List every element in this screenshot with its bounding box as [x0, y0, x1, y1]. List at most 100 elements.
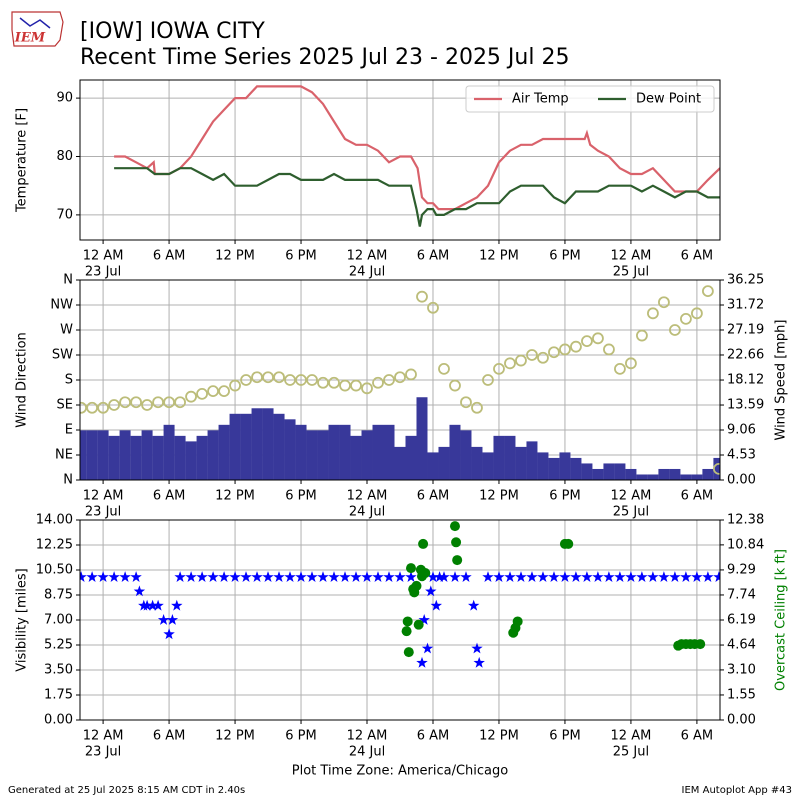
y2-tick-label: 7.74 — [727, 587, 756, 602]
x-tick-label: 12 AM — [83, 489, 124, 504]
point — [636, 329, 648, 342]
bar — [658, 468, 670, 480]
point — [603, 343, 615, 356]
x-tick-label: 6 AM — [153, 729, 186, 744]
y2-tick-label: 4.64 — [727, 638, 756, 653]
bar — [273, 413, 285, 480]
star — [702, 571, 714, 582]
point — [548, 346, 560, 359]
y2-tick-label: 10.84 — [727, 537, 764, 552]
star — [473, 656, 485, 668]
point — [394, 371, 406, 384]
point — [317, 376, 329, 389]
x-tick-label: 6 PM — [549, 489, 580, 504]
plot-area — [80, 285, 720, 480]
star — [614, 571, 626, 582]
bar — [251, 408, 263, 480]
bar — [262, 408, 274, 480]
star — [86, 571, 98, 582]
star — [207, 571, 219, 582]
x-tick-date: 25 Jul — [613, 745, 649, 760]
star — [157, 614, 170, 625]
legend — [465, 85, 715, 113]
bar — [163, 424, 175, 480]
y2-tick-label: 4.53 — [727, 448, 756, 463]
star — [433, 571, 446, 582]
x-tick-label: 6 PM — [285, 489, 316, 504]
point — [471, 401, 483, 414]
x-tick-label: 6 AM — [417, 489, 450, 504]
bar — [284, 419, 296, 480]
x-tick-date: 24 Jul — [349, 745, 385, 760]
plot-frame — [79, 519, 721, 721]
point — [306, 374, 318, 386]
bar — [493, 435, 505, 480]
x-tick-label: 12 AM — [347, 249, 388, 264]
star — [146, 599, 159, 611]
x-axis-label: Plot Time Zone: America/Chicago — [292, 764, 508, 779]
bar — [240, 413, 252, 480]
y-tick-label: 70 — [56, 207, 73, 222]
point — [174, 396, 186, 409]
bar — [185, 441, 197, 480]
star — [418, 614, 430, 625]
bar — [119, 430, 131, 480]
star — [603, 571, 615, 582]
y-tick-label: 12.25 — [36, 538, 73, 553]
bar — [603, 463, 615, 480]
y2-tick-label: 0.00 — [727, 473, 756, 488]
x-tick-label: 12 AM — [83, 729, 124, 744]
point — [647, 307, 659, 320]
bar — [350, 435, 362, 480]
star — [493, 571, 505, 582]
star — [317, 571, 329, 582]
star — [421, 642, 434, 654]
bar — [174, 435, 186, 480]
star — [284, 571, 296, 582]
legend-label: Dew Point — [636, 92, 701, 107]
x-tick-label: 12 PM — [215, 489, 255, 504]
point — [411, 580, 422, 591]
y-tick-label: 0.00 — [44, 713, 73, 728]
bar — [570, 457, 582, 480]
y2-tick-label: 3.10 — [727, 662, 756, 677]
point — [625, 357, 637, 370]
x-tick-label: 12 PM — [479, 489, 519, 504]
x-tick-label: 6 AM — [153, 489, 186, 504]
point — [691, 307, 703, 320]
point — [372, 376, 384, 389]
star — [394, 571, 406, 582]
bar — [471, 446, 483, 480]
point — [383, 374, 395, 386]
bar — [614, 463, 626, 480]
star — [119, 571, 131, 582]
point — [163, 396, 175, 409]
star — [537, 571, 549, 582]
bar — [295, 424, 307, 480]
x-tick-label: 12 PM — [479, 729, 519, 744]
point — [339, 379, 351, 392]
legend-label: Air Temp — [512, 92, 569, 107]
x-tick-label: 6 AM — [681, 249, 714, 264]
star — [647, 571, 659, 582]
point — [240, 374, 252, 386]
star — [658, 571, 670, 582]
x-tick-date: 23 Jul — [85, 505, 121, 520]
star — [405, 571, 417, 582]
bar — [339, 424, 351, 480]
x-tick-date: 23 Jul — [85, 265, 121, 280]
point — [452, 555, 463, 566]
star — [691, 571, 703, 582]
star — [669, 571, 681, 582]
point — [413, 619, 424, 630]
star — [218, 571, 230, 582]
subtitle: Recent Time Series 2025 Jul 23 - 2025 Ju… — [80, 45, 569, 70]
title: [IOW] IOWA CITY — [80, 19, 265, 44]
bar — [372, 424, 384, 480]
point — [229, 379, 241, 392]
star — [468, 599, 480, 611]
bar — [306, 430, 318, 480]
star — [130, 571, 142, 582]
x-tick-label: 6 AM — [417, 249, 450, 264]
y-tick-label: 10.50 — [36, 563, 73, 578]
